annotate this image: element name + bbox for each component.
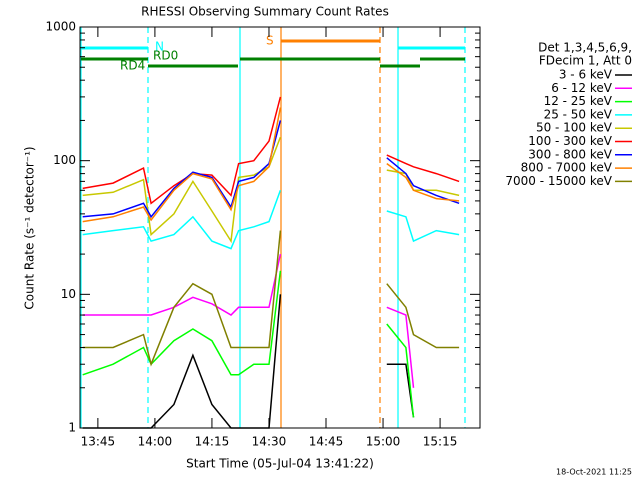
x-tick-label: 14:00 [138,435,173,449]
legend-label: 3 - 6 keV [559,68,613,82]
event-lines [80,27,466,428]
y-tick-label: 10 [61,287,76,301]
x-tick-label: 15:15 [423,435,458,449]
footer: 18-Oct-2021 11:25 [556,468,632,477]
annotation: RD0 [153,49,178,63]
series-line [82,230,460,367]
legend-label: 25 - 50 keV [544,107,613,121]
legend-label: 12 - 25 keV [544,94,613,108]
y-tick-label: 1000 [45,20,76,34]
x-tick-label: 13:45 [81,435,116,449]
legend-label: 100 - 300 keV [528,134,612,148]
annotation: S [266,34,274,48]
x-tick-label: 14:15 [195,435,230,449]
legend-label: 7000 - 15000 keV [505,174,612,188]
series-line [82,107,460,223]
x-tick-label: 14:30 [252,435,287,449]
legend-label: 50 - 100 keV [536,121,613,135]
x-tick-label: 14:45 [309,435,344,449]
y-axis-label: Count Rate (s⁻¹ detector⁻¹) [23,146,37,309]
status-bars [81,39,465,68]
x-axis-label: Start Time (05-Jul-04 13:41:22) [186,457,374,471]
plot-frame [79,26,481,429]
chart-title: RHESSI Observing Summary Count Rates [141,5,389,19]
legend-label: 300 - 800 keV [528,147,612,161]
y-tick-label: 100 [53,153,76,167]
legend-header: Det 1,3,4,5,6,9, [538,41,632,55]
x-tick-label: 15:00 [366,435,401,449]
series-line [82,120,460,219]
annotation: N [155,40,164,54]
series-line [82,270,415,418]
series-line [82,190,460,250]
y-tick-label: 1 [68,421,76,435]
series-line [82,253,415,388]
legend-label: 800 - 7000 keV [521,161,613,175]
annotation: RD4 [120,59,145,73]
legend-header: FDecim 1, Att 0 [539,54,632,68]
legend-label: 6 - 12 keV [551,81,613,95]
